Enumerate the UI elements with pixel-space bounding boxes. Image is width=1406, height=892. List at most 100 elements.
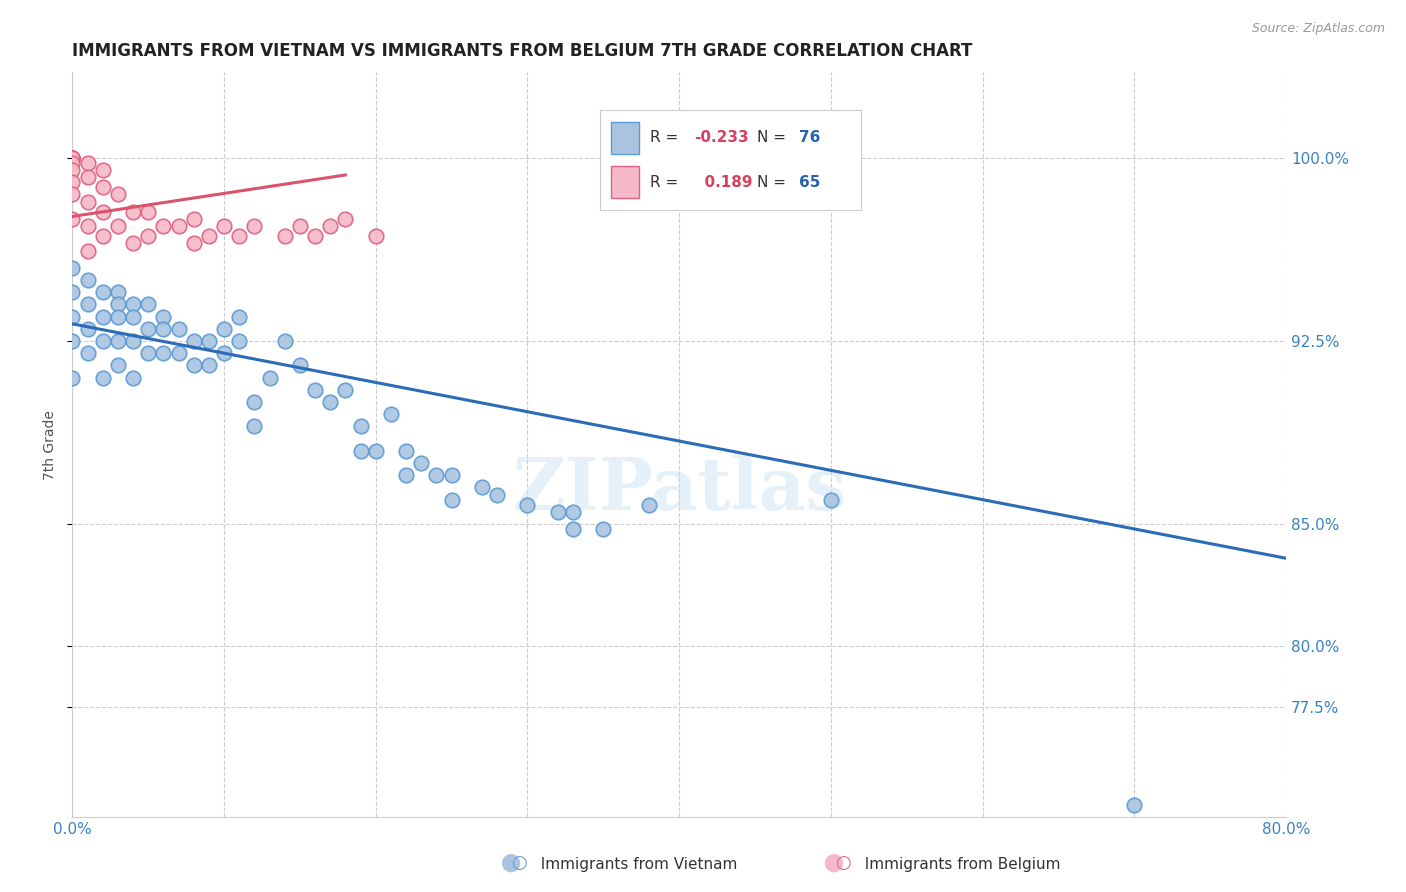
Point: [76, 219, 98, 234]
Point: [91, 180, 114, 194]
Point: [471, 480, 494, 494]
Point: [516, 498, 538, 512]
Point: [486, 488, 509, 502]
Point: [107, 187, 129, 202]
Point: [167, 322, 190, 336]
Point: [304, 383, 326, 397]
Point: [212, 219, 235, 234]
Point: [60, 187, 83, 202]
Point: [212, 322, 235, 336]
Point: [60, 151, 83, 165]
Text: ⬤: ⬤: [824, 854, 844, 872]
Point: [152, 219, 174, 234]
Point: [364, 229, 387, 244]
Point: [440, 468, 463, 483]
Point: [136, 322, 159, 336]
Point: [395, 443, 418, 458]
Point: [349, 443, 371, 458]
Point: [91, 370, 114, 384]
Point: [152, 322, 174, 336]
Point: [411, 456, 433, 470]
Point: [243, 419, 266, 434]
Point: [319, 395, 342, 409]
Point: [60, 370, 83, 384]
Point: [60, 334, 83, 348]
Point: [228, 229, 250, 244]
Point: [107, 334, 129, 348]
Text: Immigrants from Vietnam: Immigrants from Vietnam: [531, 857, 738, 872]
Point: [91, 204, 114, 219]
Y-axis label: 7th Grade: 7th Grade: [44, 409, 58, 480]
Text: ZIPatlas: ZIPatlas: [512, 454, 846, 524]
Point: [228, 334, 250, 348]
Point: [107, 297, 129, 311]
Point: [76, 244, 98, 258]
Point: [243, 395, 266, 409]
Point: [228, 310, 250, 324]
Point: [122, 334, 145, 348]
Point: [60, 175, 83, 189]
Point: [547, 505, 569, 519]
Point: [122, 370, 145, 384]
Point: [91, 310, 114, 324]
Text: ○: ○: [835, 855, 851, 872]
Point: [637, 498, 659, 512]
Point: [395, 468, 418, 483]
Point: [107, 359, 129, 373]
Text: IMMIGRANTS FROM VIETNAM VS IMMIGRANTS FROM BELGIUM 7TH GRADE CORRELATION CHART: IMMIGRANTS FROM VIETNAM VS IMMIGRANTS FR…: [72, 42, 973, 60]
Point: [304, 229, 326, 244]
Point: [60, 260, 83, 275]
Point: [259, 370, 281, 384]
Point: [243, 219, 266, 234]
Point: [91, 285, 114, 300]
Point: [274, 334, 297, 348]
Point: [183, 211, 205, 226]
Point: [1123, 797, 1146, 812]
Point: [60, 155, 83, 169]
Point: [91, 229, 114, 244]
Point: [136, 229, 159, 244]
Point: [60, 310, 83, 324]
Point: [364, 443, 387, 458]
Point: [562, 505, 585, 519]
Point: [107, 285, 129, 300]
Point: [91, 163, 114, 178]
Point: [76, 346, 98, 360]
Point: [319, 219, 342, 234]
Point: [183, 236, 205, 251]
Point: [349, 419, 371, 434]
Point: [76, 273, 98, 287]
Point: [60, 151, 83, 165]
Point: [288, 219, 311, 234]
Point: [335, 211, 357, 226]
Point: [183, 359, 205, 373]
Point: [198, 359, 221, 373]
Point: [60, 151, 83, 165]
Point: [136, 346, 159, 360]
Point: [136, 297, 159, 311]
Point: [76, 322, 98, 336]
Point: [76, 170, 98, 185]
Point: [167, 219, 190, 234]
Point: [91, 334, 114, 348]
Point: [76, 194, 98, 209]
Point: [335, 383, 357, 397]
Point: [152, 346, 174, 360]
Point: [183, 334, 205, 348]
Point: [288, 359, 311, 373]
Point: [562, 522, 585, 536]
Point: [107, 310, 129, 324]
Text: Source: ZipAtlas.com: Source: ZipAtlas.com: [1251, 22, 1385, 36]
Point: [60, 163, 83, 178]
Point: [60, 285, 83, 300]
Text: ⬤: ⬤: [501, 854, 520, 872]
Point: [274, 229, 297, 244]
Point: [60, 151, 83, 165]
Point: [122, 204, 145, 219]
Point: [60, 211, 83, 226]
Point: [122, 297, 145, 311]
Text: ○: ○: [512, 855, 527, 872]
Point: [136, 204, 159, 219]
Point: [76, 297, 98, 311]
Point: [212, 346, 235, 360]
